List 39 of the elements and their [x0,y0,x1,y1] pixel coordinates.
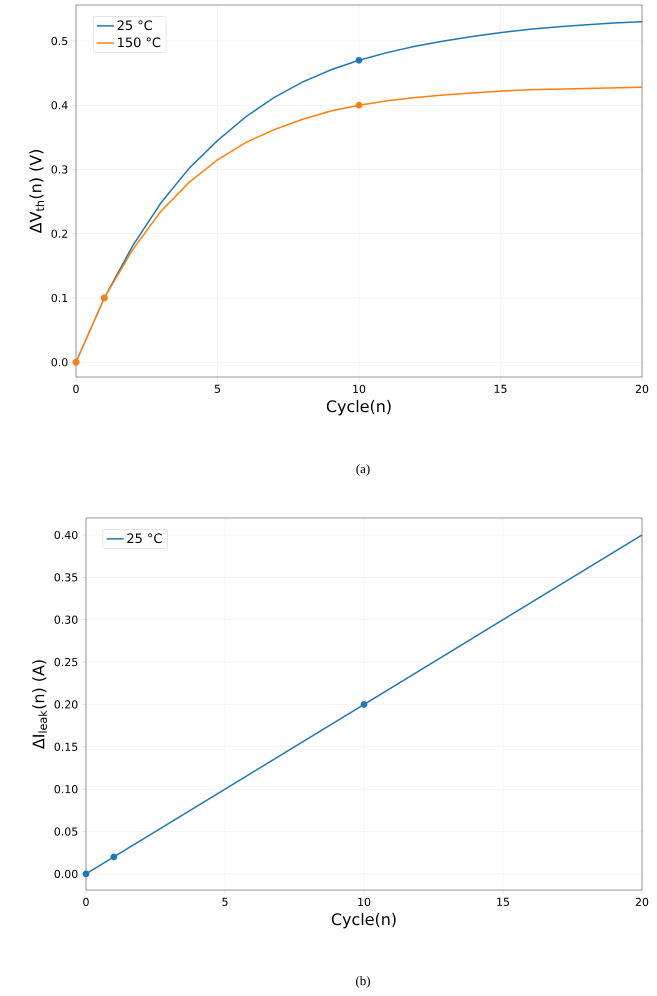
y-axis-title: ΔI$_{leak}$(n) (A) [32,660,47,750]
x-tick-label: 20 [636,898,648,906]
x-axis-title: Cycle(n) [332,912,396,928]
x-axis-title: Cycle(n) [326,400,391,416]
y-tick-label: 0.30 [54,616,78,624]
y-tick-label: 0.0 [52,358,68,366]
point [356,102,362,109]
y-tick-label: 0.5 [52,36,68,46]
x-tick-label: 15 [497,898,510,906]
point [360,701,368,708]
y-tick-label: 0.35 [54,573,78,582]
text: (a) [356,464,370,476]
x-tick-label: 0 [83,898,89,906]
y-tick-label: 0.4 [52,101,68,110]
y-tick-label: 0.15 [54,742,78,751]
x-tick-label: 0 [73,384,79,394]
y-tick-label: 0.20 [54,700,78,709]
y-tick-label: 0.2 [52,230,68,238]
x-tick-label: 10 [358,898,370,906]
x-tick-label: 5 [214,384,220,393]
text: (b) [356,976,370,988]
x-tick-label: 10 [353,384,366,394]
point [356,56,362,64]
y-tick-label: 0.3 [52,165,68,174]
y-tick-label: 0.1 [52,294,68,302]
point [110,854,118,860]
y-axis-title: ΔV$_{th}$(n) (V) [29,150,44,234]
x-tick-label: 15 [494,384,507,393]
x-tick-label: 5 [222,898,228,906]
y-tick-label: 0.00 [54,870,78,878]
y-tick-label: 0.05 [54,827,78,836]
x-tick-label: 20 [636,384,648,394]
y-tick-label: 0.40 [54,530,78,540]
y-tick-label: 0.10 [54,785,78,794]
legend-label: 25 °C [118,20,152,30]
point [82,870,90,878]
legend-label: 25 °C [127,533,162,544]
legend-label: 150 °C [118,37,160,48]
y-tick-label: 0.25 [54,658,78,666]
